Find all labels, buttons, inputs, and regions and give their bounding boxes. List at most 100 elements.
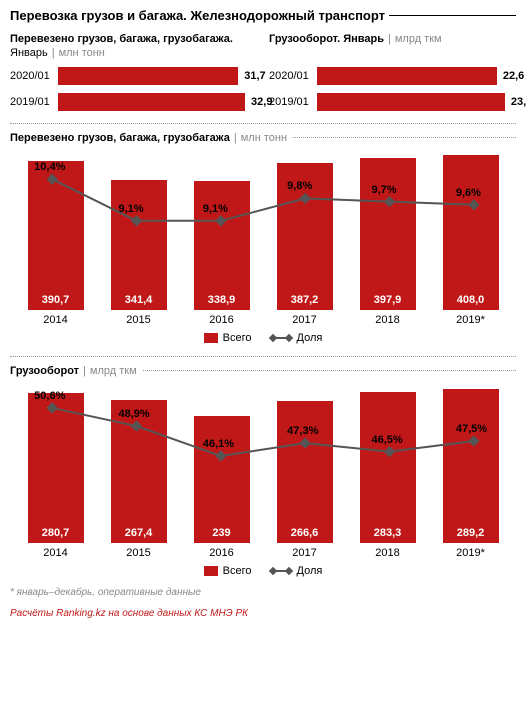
top-left-bars: 2020/0131,7 2019/0132,9: [10, 67, 257, 111]
legend-dolya: Доля: [270, 332, 323, 344]
legend-a-label: Всего: [223, 332, 252, 344]
bar-column: 341,4: [108, 180, 170, 310]
legend-line-icon: [270, 566, 292, 576]
x-label: 2019*: [440, 547, 502, 559]
legend-dolya-2: Доля: [270, 565, 323, 577]
hbar: [58, 67, 238, 85]
hbar-value: 31,7: [244, 67, 265, 85]
vbar: 408,0: [443, 155, 499, 310]
hbar: [317, 67, 497, 85]
vbar: 280,7: [28, 393, 84, 543]
bar-column: 266,6: [274, 401, 336, 543]
x-label: 2016: [191, 547, 253, 559]
vbar: 341,4: [111, 180, 167, 310]
hbar-value: 32,9: [251, 93, 272, 111]
bar-column: 280,7: [25, 393, 87, 543]
footnote: * январь–декабрь, оперативные данные: [10, 587, 516, 598]
top-right-unit: млрд ткм: [395, 33, 442, 45]
top-panels: Перевезено грузов, багажа, грузобагажа. …: [10, 33, 516, 111]
bar-value: 289,2: [443, 527, 499, 539]
line-value: 47,3%: [287, 425, 318, 437]
hbar-row: 2019/0132,9: [10, 93, 257, 111]
bar-value: 397,9: [360, 294, 416, 306]
line-value: 9,6%: [456, 187, 481, 199]
x-label: 2014: [25, 547, 87, 559]
title-rule: [389, 15, 516, 16]
hbar-label: 2019/01: [10, 96, 58, 108]
bar-value: 408,0: [443, 294, 499, 306]
vbar: 397,9: [360, 158, 416, 310]
divider-2: [10, 356, 516, 357]
credit: Расчёты Ranking.kz на основе данных КС М…: [10, 608, 516, 619]
bar-value: 283,3: [360, 527, 416, 539]
line-value: 50,6%: [34, 390, 65, 402]
x-label: 2016: [191, 314, 253, 326]
hbar-value: 23,6: [511, 93, 526, 111]
chart2-unit: млрд ткм: [90, 365, 137, 377]
chart1-header: Перевезено грузов, багажа, грузобагажа |…: [10, 132, 516, 144]
chart2-area: 280,7267,4239266,6283,3289,250,6%48,9%46…: [10, 383, 516, 543]
chart2-title: Грузооборот: [10, 365, 79, 377]
hbar-track: 31,7: [58, 67, 257, 85]
top-left-subprefix: Январь: [10, 47, 48, 59]
bar-value: 239: [194, 527, 250, 539]
x-label: 2017: [274, 547, 336, 559]
bar-column: 408,0: [440, 155, 502, 310]
hbar-value: 22,6: [503, 67, 524, 85]
top-left-unit: млн тонн: [59, 47, 105, 59]
divider-1: [10, 123, 516, 124]
legend-b-label: Доля: [297, 332, 323, 344]
bar-value: 390,7: [28, 294, 84, 306]
line-value: 46,1%: [203, 438, 234, 450]
hbar: [58, 93, 245, 111]
vbar: 267,4: [111, 400, 167, 543]
vbar: 266,6: [277, 401, 333, 543]
bar-value: 341,4: [111, 294, 167, 306]
line-value: 9,7%: [372, 184, 397, 196]
top-right-titlerow: Грузооборот. Январь|млрд ткм: [269, 33, 516, 45]
bar-column: 283,3: [357, 392, 419, 543]
line-value: 46,5%: [372, 434, 403, 446]
hbar-track: 22,6: [317, 67, 516, 85]
hbar-label: 2020/01: [269, 70, 317, 82]
bar-column: 267,4: [108, 400, 170, 543]
legend-square-icon: [204, 566, 218, 576]
bar-value: 266,6: [277, 527, 333, 539]
legend-b-label-2: Доля: [297, 565, 323, 577]
top-right-title: Грузооборот. Январь: [269, 33, 384, 45]
hbar-row: 2019/0123,6: [269, 93, 516, 111]
legend-a-label-2: Всего: [223, 565, 252, 577]
x-label: 2014: [25, 314, 87, 326]
x-label: 2015: [108, 314, 170, 326]
bar-column: 289,2: [440, 389, 502, 543]
main-title-row: Перевозка грузов и багажа. Железнодорожн…: [10, 8, 516, 23]
hbar-row: 2020/0122,6: [269, 67, 516, 85]
top-right-panel: Грузооборот. Январь|млрд ткм 2020/0122,6…: [269, 33, 516, 111]
hbar-track: 23,6: [317, 93, 516, 111]
bar-column: 338,9: [191, 181, 253, 310]
chart1-area: 390,7 341,4 338,9 387,2 397,9 408,0 10,4% 9,1% 9…: [10, 150, 516, 310]
x-label: 2018: [357, 314, 419, 326]
legend-vsego: Всего: [204, 332, 252, 344]
hbar-label: 2019/01: [269, 96, 317, 108]
top-right-bars: 2020/0122,62019/0123,6: [269, 67, 516, 111]
legend-line-icon: [270, 333, 292, 343]
x-label: 2018: [357, 547, 419, 559]
bar-value: 338,9: [194, 294, 250, 306]
bar-value: 387,2: [277, 294, 333, 306]
bar-value: 280,7: [28, 527, 84, 539]
line-value: 9,8%: [287, 180, 312, 192]
chart2-legend: Всего Доля: [10, 565, 516, 577]
chart1-rule: [293, 137, 516, 138]
line-value: 9,1%: [119, 203, 144, 215]
top-left-panel: Перевезено грузов, багажа, грузобагажа. …: [10, 33, 257, 111]
bar-column: 390,7: [25, 161, 87, 310]
vbar: 239: [194, 416, 250, 543]
line-value: 9,1%: [203, 203, 228, 215]
line-value: 10,4%: [34, 161, 65, 173]
hbar-label: 2020/01: [10, 70, 58, 82]
bar-value: 267,4: [111, 527, 167, 539]
top-left-title: Перевезено грузов, багажа, грузобагажа.: [10, 33, 257, 45]
chart2-rule: [143, 370, 516, 371]
x-label: 2019*: [440, 314, 502, 326]
